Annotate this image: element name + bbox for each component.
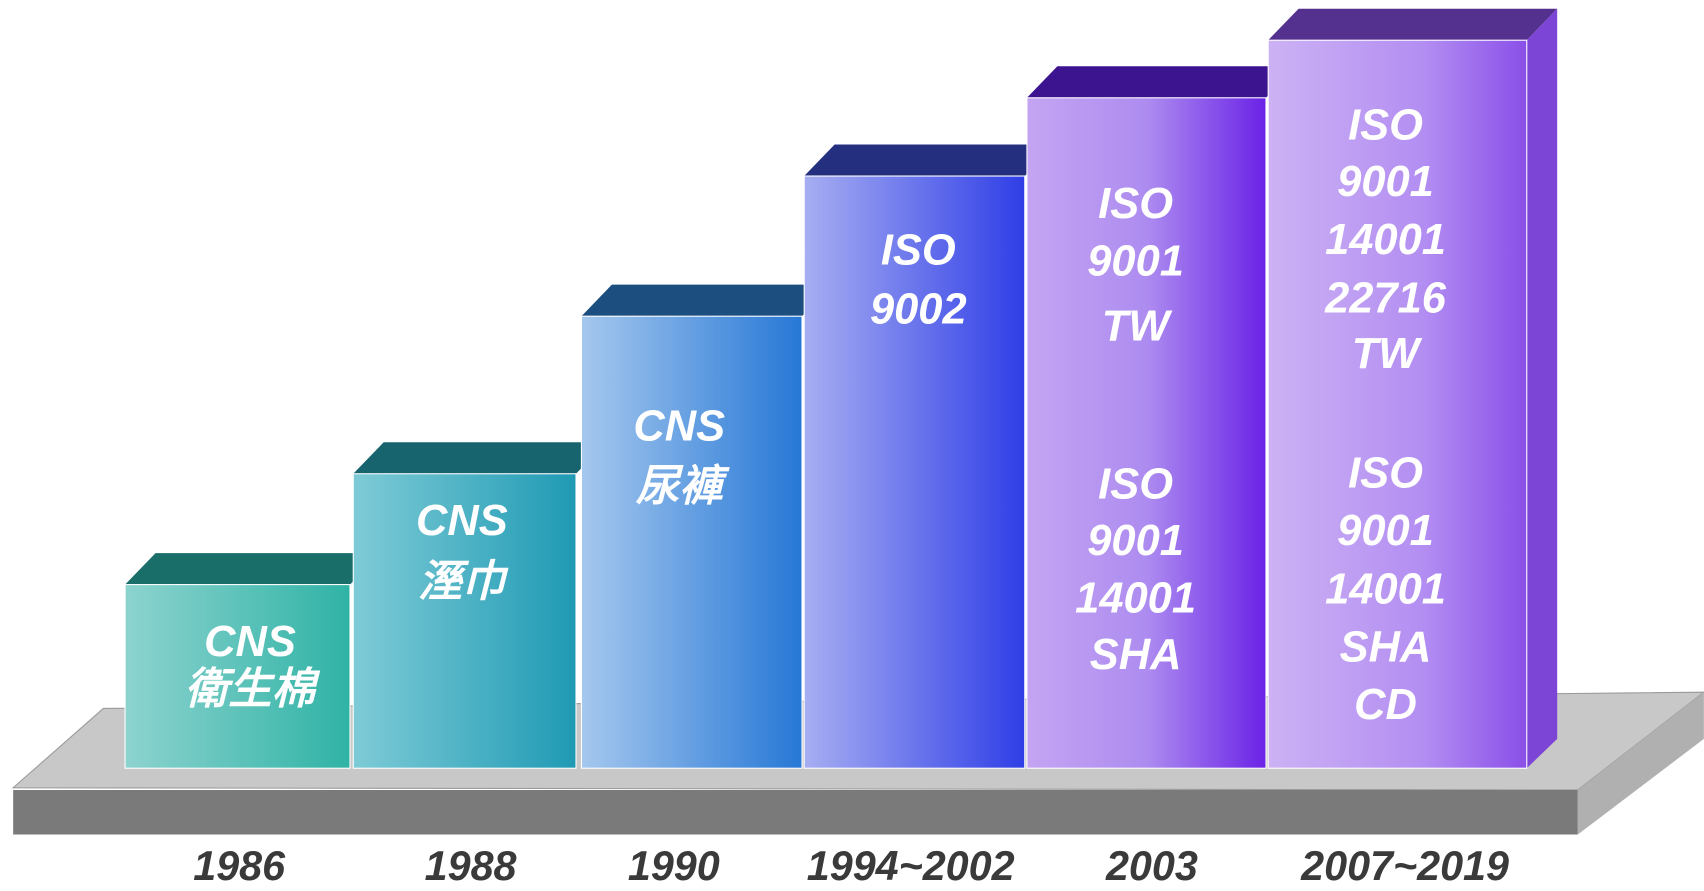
bar-label: SHA <box>1090 631 1182 679</box>
bar-label: 14001 <box>1325 566 1446 614</box>
bar-label: 14001 <box>1325 216 1446 264</box>
bar <box>1026 97 1267 769</box>
year-label: 2003 <box>1105 843 1198 889</box>
bar-top <box>125 553 381 585</box>
bar-label: 9001 <box>1337 158 1434 206</box>
bar-label: CD <box>1354 681 1417 729</box>
bar-label: ISO <box>1348 449 1423 497</box>
year-label: 1990 <box>628 843 720 889</box>
year-label: 1986 <box>193 843 286 889</box>
bar <box>124 584 351 769</box>
labels: CNS衛生棉1986CNS溼巾1988CNS尿褲1990ISO90021994~… <box>185 102 1509 889</box>
bar-label: 9002 <box>870 285 967 333</box>
bar <box>803 175 1026 769</box>
year-label: 1994~2002 <box>807 843 1015 889</box>
bar-label: 14001 <box>1075 574 1196 622</box>
bar-top <box>1268 8 1558 41</box>
bar-label: 9001 <box>1087 238 1184 286</box>
bar-label: 尿褲 <box>636 462 730 510</box>
bar-label: CNS <box>633 403 725 451</box>
bar-top <box>353 442 607 474</box>
year-label: 2007~2019 <box>1300 843 1509 889</box>
bar-label: CNS <box>204 618 296 666</box>
bar-label: TW <box>1102 303 1174 351</box>
bar-label: TW <box>1352 330 1424 378</box>
bar-label: 22716 <box>1324 274 1447 322</box>
bar-label: ISO <box>1348 102 1423 150</box>
bar-label: ISO <box>1098 180 1173 228</box>
bar <box>580 315 803 769</box>
bar-label: 9001 <box>1087 517 1184 565</box>
bar-top <box>581 284 833 317</box>
bar-label: SHA <box>1340 623 1432 671</box>
bar-label: ISO <box>1098 460 1173 508</box>
bar-label: 溼巾 <box>418 558 508 606</box>
bar-top <box>804 144 1056 177</box>
year-label: 1988 <box>425 843 517 889</box>
bar <box>352 473 577 769</box>
bar-top <box>1026 66 1297 98</box>
bar-label: 9001 <box>1337 507 1434 555</box>
bar-label: ISO <box>881 227 956 275</box>
bar-label: CNS <box>416 497 508 545</box>
bar-label: 衛生棉 <box>185 666 321 714</box>
bars <box>124 8 1558 769</box>
bar <box>1267 39 1528 769</box>
bar-side <box>1526 8 1558 769</box>
